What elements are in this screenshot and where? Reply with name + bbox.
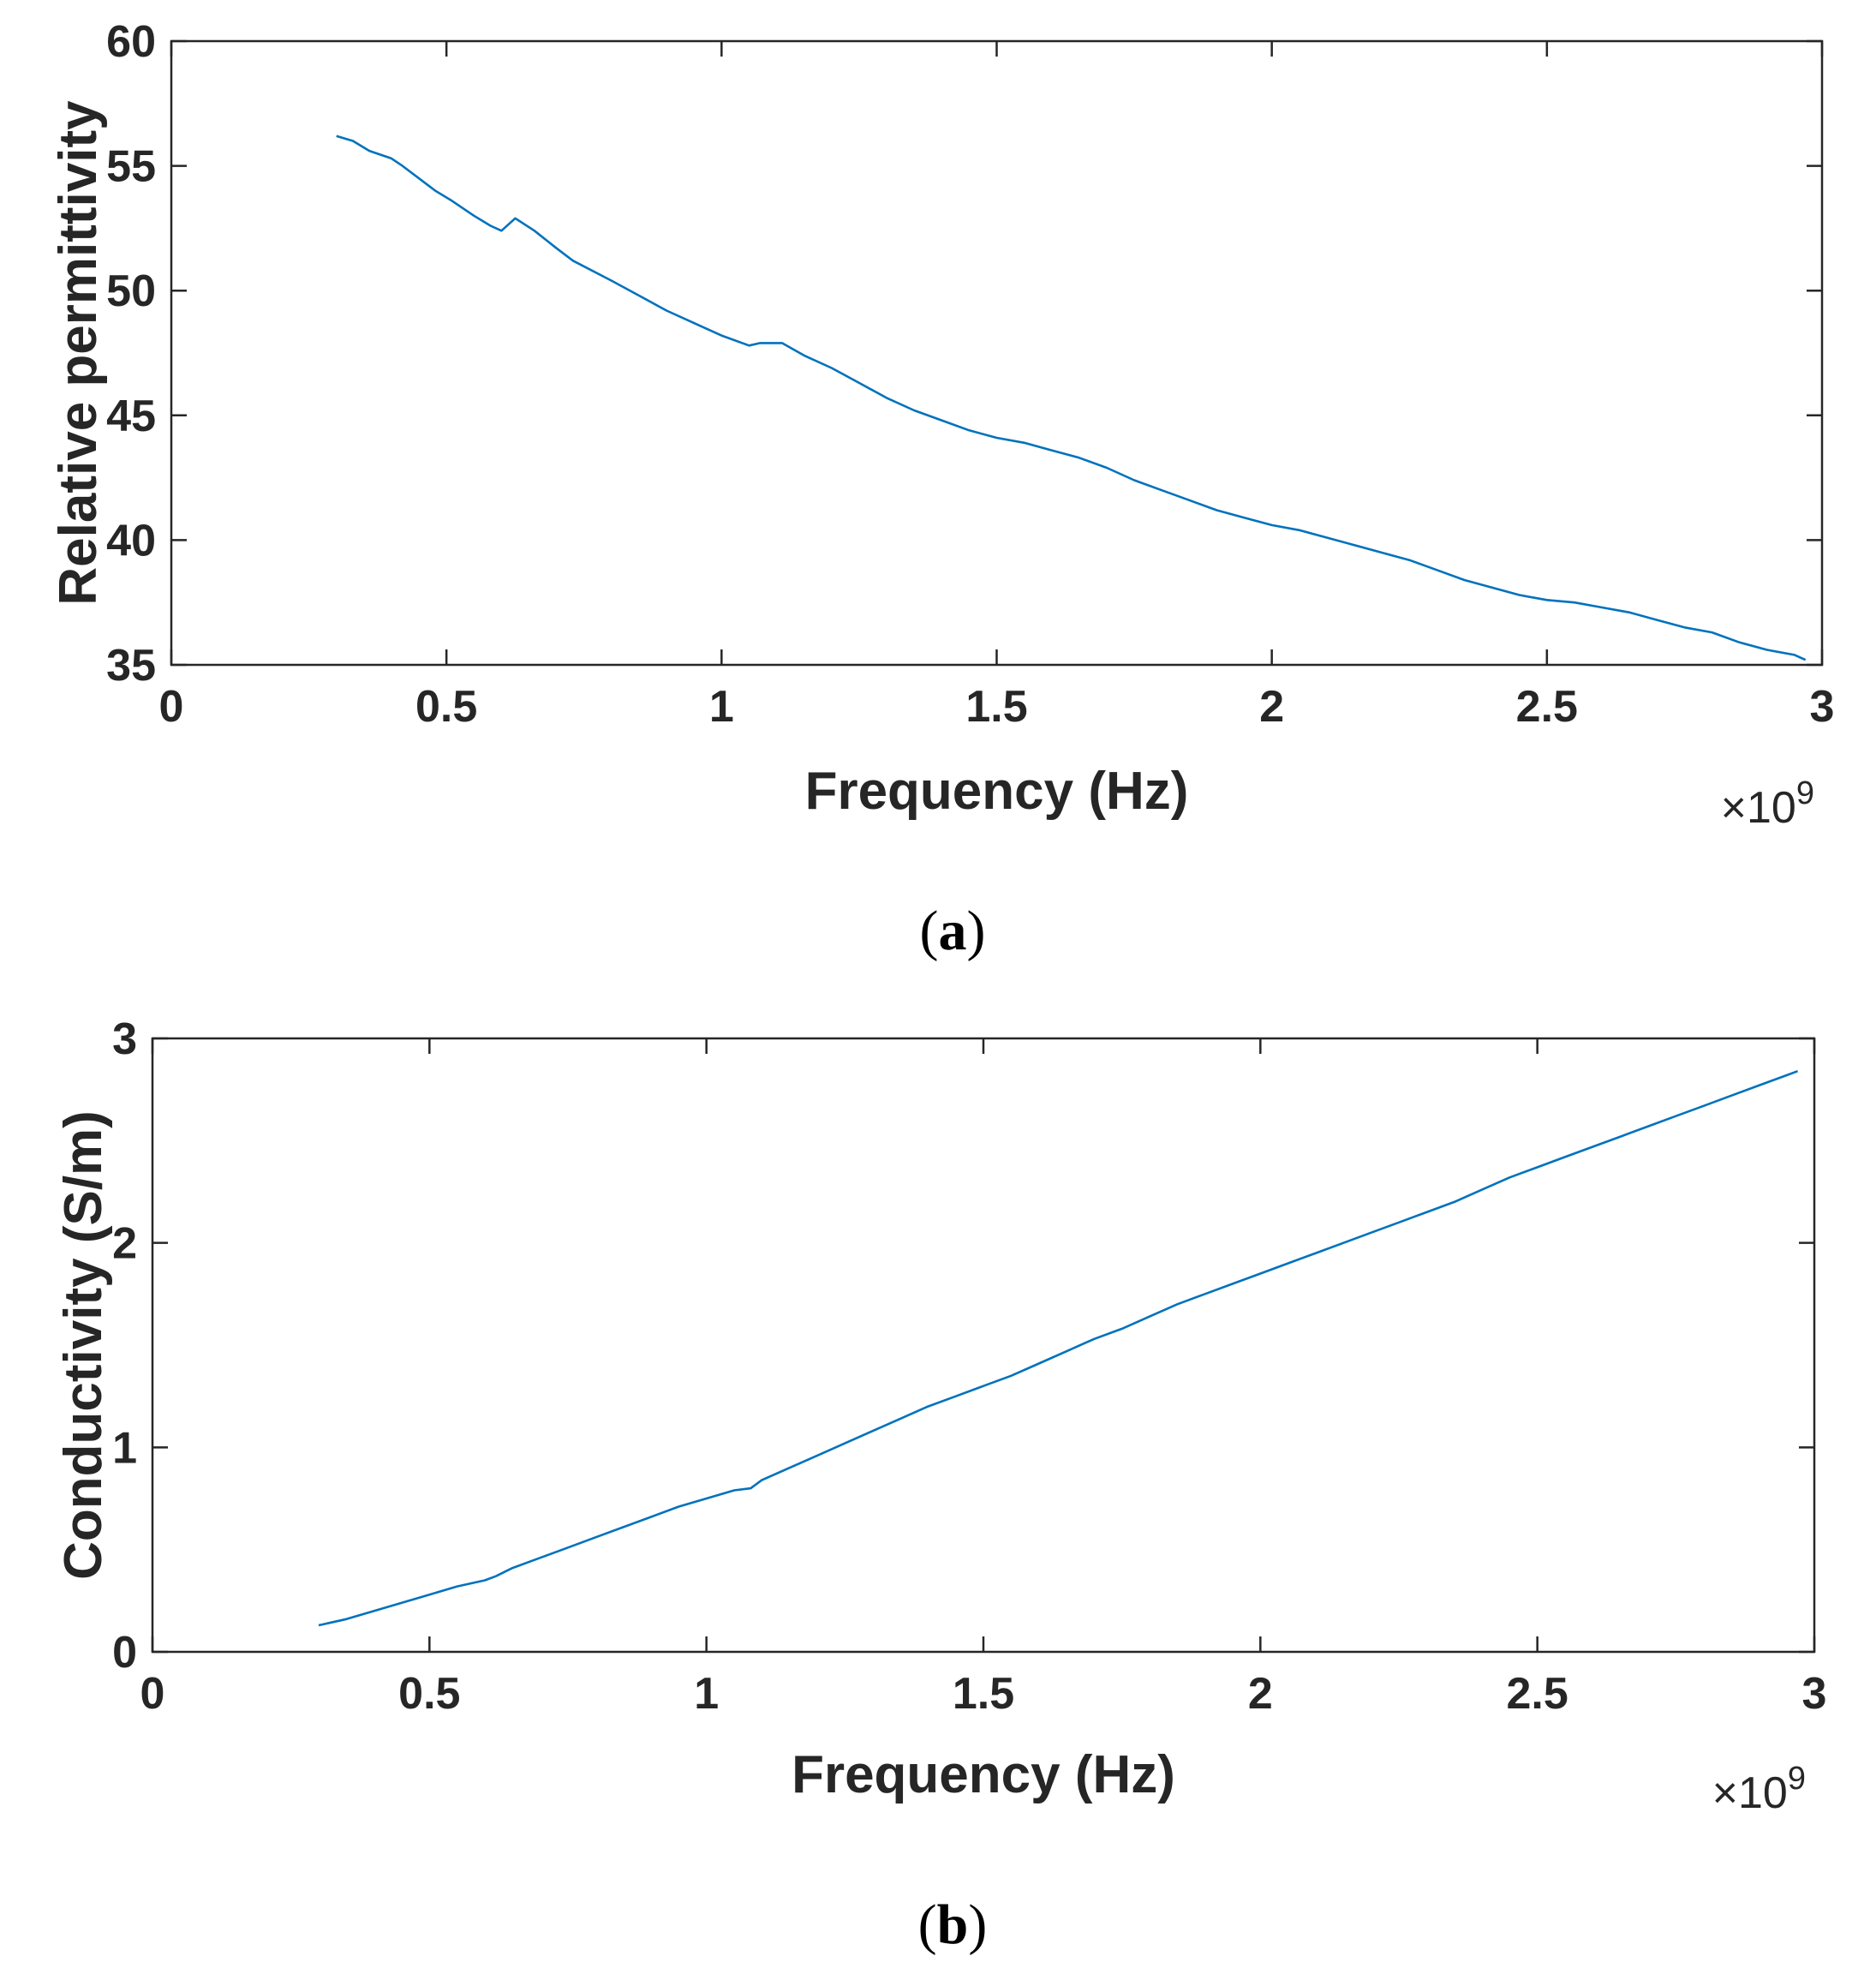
chart-b-x-exponent: ×109: [1712, 1761, 1806, 1818]
chart-a-y-tick-label: 55: [106, 142, 156, 192]
chart-b-x-exponent-power: 9: [1788, 1761, 1806, 1797]
chart-b-x-tick-label: 2.5: [1507, 1669, 1568, 1719]
chart-a-axes-box: [170, 39, 1824, 667]
chart-a-x-tick-label: 2: [1259, 682, 1284, 732]
chart-b-series-line: [318, 1069, 1799, 1627]
chart-b-y-tick-label: 2: [112, 1219, 137, 1269]
chart-a-x-tick-label: 2.5: [1516, 682, 1578, 732]
chart-a-tick-labels: 0 0.5 1 1.5 2 2.5 3 35 40 45 50 55 60: [106, 17, 1834, 732]
chart-a-y-tick-label: 50: [106, 266, 156, 316]
chart-b-x-axis-label: Frequency (Hz): [792, 1745, 1175, 1804]
chart-a-x-tick-label: 0.5: [415, 682, 477, 732]
chart-a-x-tick-label: 1.5: [965, 682, 1027, 732]
chart-b-y-axis-label: Conductivity (S/m): [54, 1110, 113, 1580]
chart-a-x-tick-label: 0: [159, 682, 184, 732]
chart-a-x-exponent-power: 9: [1796, 775, 1814, 811]
chart-b-panel-letter: b: [937, 1893, 969, 1956]
chart-b-x-tick-label: 2: [1248, 1669, 1273, 1719]
chart-a-y-tick-label: 60: [106, 17, 156, 67]
chart-b-panel-label: (b): [918, 1893, 988, 1956]
chart-b-x-tick-label: 1.5: [953, 1669, 1014, 1719]
chart-b-x-tick-label: 0.5: [398, 1669, 460, 1719]
chart-b-axes-box: [151, 1037, 1816, 1654]
chart-a-panel-label: (a): [920, 900, 986, 962]
chart-b-y-tick-label: 1: [112, 1423, 137, 1473]
chart-a: 0 0.5 1 1.5 2 2.5 3 35 40 45 50 55 60 Frequency (Hz)…: [49, 17, 1834, 962]
chart-b-x-tick-label: 3: [1802, 1669, 1827, 1719]
chart-a-y-tick-label: 40: [106, 516, 156, 565]
chart-a-panel-letter: a: [939, 900, 967, 962]
chart-b-x-tick-label: 1: [694, 1669, 719, 1719]
chart-a-series-line: [336, 135, 1807, 661]
chart-a-x-exponent-base: ×10: [1721, 783, 1796, 833]
chart-b-y-tick-label: 0: [112, 1628, 137, 1678]
chart-a-y-axis-label: Relative permittivity: [49, 100, 108, 606]
chart-a-x-tick-label: 1: [709, 682, 734, 732]
chart-a-y-tick-label: 45: [106, 392, 156, 441]
chart-a-y-tick-label: 35: [106, 641, 156, 691]
chart-b-y-tick-label: 3: [112, 1014, 137, 1064]
chart-b-tick-labels: 0 0.5 1 1.5 2 2.5 3 0 1 2 3: [112, 1014, 1826, 1719]
chart-b-x-exponent-base: ×10: [1712, 1768, 1788, 1818]
chart-a-x-tick-label: 3: [1810, 682, 1835, 732]
chart-a-x-axis-label: Frequency (Hz): [805, 762, 1189, 821]
chart-a-x-exponent: ×109: [1721, 775, 1814, 833]
chart-b: 0 0.5 1 1.5 2 2.5 3 0 1 2 3 Frequency (Hz) Conduct…: [54, 1014, 1826, 1956]
chart-b-x-tick-label: 0: [140, 1669, 165, 1719]
